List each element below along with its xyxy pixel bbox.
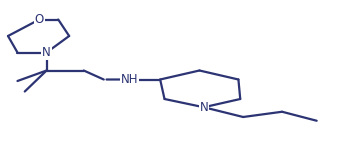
Text: NH: NH bbox=[120, 73, 138, 86]
Text: N: N bbox=[199, 101, 208, 114]
Text: O: O bbox=[35, 13, 44, 26]
Text: N: N bbox=[42, 46, 51, 59]
